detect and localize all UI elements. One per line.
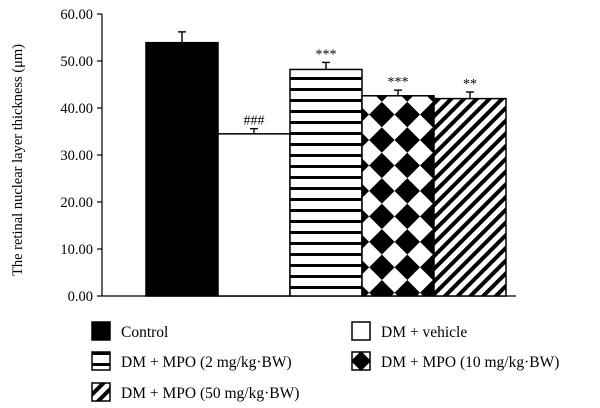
legend-swatch-diamond (351, 351, 371, 371)
bar-1 (145, 41, 219, 297)
legend-swatch (91, 382, 111, 402)
legend-label: DM + MPO (2 mg/kg·BW) (121, 354, 292, 371)
y-tick-label: 10.00 (60, 242, 93, 258)
y-tick-label: 30.00 (60, 148, 93, 164)
bar-3 (289, 68, 363, 297)
legend-label: DM + vehicle (381, 324, 467, 341)
y-tick-label: 40.00 (60, 101, 93, 117)
legend-label: Control (121, 324, 168, 341)
y-tick-label: 60.00 (60, 7, 93, 23)
y-axis-title: The retinal nuclear layer thickness (μm) (10, 44, 26, 276)
y-tick-label: 20.00 (60, 195, 93, 211)
significance-label: *** (316, 47, 337, 62)
significance-label: ** (463, 77, 477, 92)
bar-4 (361, 95, 435, 297)
legend-label: DM + MPO (50 mg/kg·BW) (121, 385, 299, 402)
y-ticks: 0.00 10.00 20.00 30.00 40.00 50.00 60.00 (60, 7, 102, 305)
legend-swatch (91, 351, 111, 371)
bars: ###****** ** (145, 31, 507, 297)
legend-swatch (351, 321, 371, 341)
y-tick-label: 50.00 (60, 54, 93, 70)
bar-2 (217, 133, 291, 297)
significance-label: *** (388, 75, 409, 90)
legend-label: DM + MPO (10 mg/kg·BW) (381, 354, 559, 371)
legend: Control DM + vehicle DM + MPO (2 mg/kg·BW)… (91, 321, 559, 402)
legend-swatch (91, 321, 111, 341)
y-tick-label: 0.00 (68, 289, 93, 305)
bar-5 (433, 97, 507, 297)
significance-label: ### (244, 114, 265, 129)
